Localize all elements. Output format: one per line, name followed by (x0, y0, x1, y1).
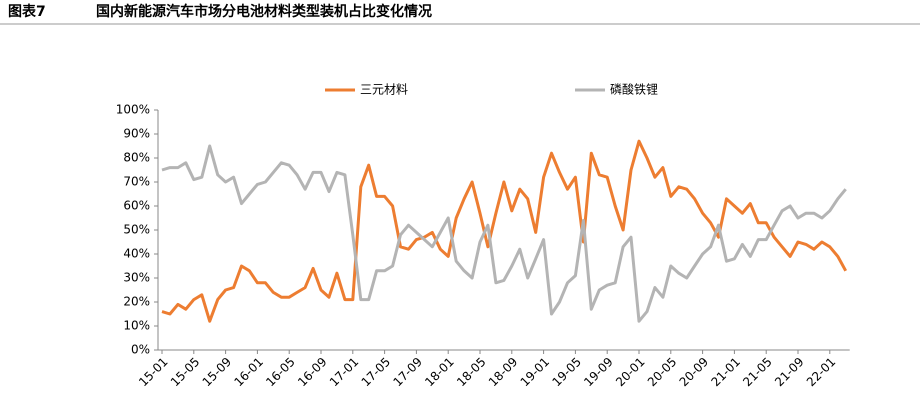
x-tick-label: 15-09 (200, 355, 235, 390)
x-tick-label: 16-01 (231, 355, 266, 390)
y-tick-label: 80% (123, 151, 150, 165)
x-tick-label: 19-01 (518, 355, 553, 390)
x-tick-label: 20-09 (677, 355, 712, 390)
x-tick-label: 15-01 (136, 355, 171, 390)
legend-label: 磷酸铁锂 (610, 82, 658, 97)
x-tick-label: 20-05 (645, 355, 680, 390)
y-tick-label: 90% (123, 127, 150, 141)
x-tick-label: 21-09 (772, 355, 807, 390)
y-tick-label: 30% (123, 271, 150, 285)
x-tick-label: 18-01 (422, 355, 457, 390)
x-tick-label: 16-09 (295, 355, 330, 390)
x-tick-label: 17-01 (327, 355, 362, 390)
x-tick-label: 18-09 (486, 355, 521, 390)
x-tick-label: 21-05 (740, 355, 775, 390)
chart-title: 国内新能源汽车市场分电池材料类型装机占比变化情况 (96, 3, 432, 20)
x-tick-label: 16-05 (263, 355, 298, 390)
y-tick-label: 10% (123, 319, 150, 333)
y-tick-label: 40% (123, 247, 150, 261)
y-tick-label: 0% (131, 343, 150, 357)
legend-label: 三元材料 (360, 83, 408, 97)
x-tick-label: 21-01 (708, 355, 743, 390)
series-line (161, 139, 848, 323)
x-tick-label: 20-01 (613, 355, 648, 390)
y-tick-label: 100% (116, 103, 150, 117)
x-tick-label: 15-05 (168, 355, 203, 390)
x-tick-label: 19-05 (549, 355, 584, 390)
x-tick-label: 17-09 (390, 355, 425, 390)
y-tick-label: 60% (123, 199, 150, 213)
x-tick-label: 18-05 (454, 355, 489, 390)
y-tick-label: 50% (123, 223, 150, 237)
x-tick-label: 22-01 (804, 355, 839, 390)
y-tick-label: 20% (123, 295, 150, 309)
x-tick-label: 19-09 (581, 355, 616, 390)
figure-label: 图表7 (8, 3, 46, 20)
series-line (161, 144, 847, 323)
x-tick-label: 17-05 (359, 355, 394, 390)
y-tick-label: 70% (123, 175, 150, 189)
